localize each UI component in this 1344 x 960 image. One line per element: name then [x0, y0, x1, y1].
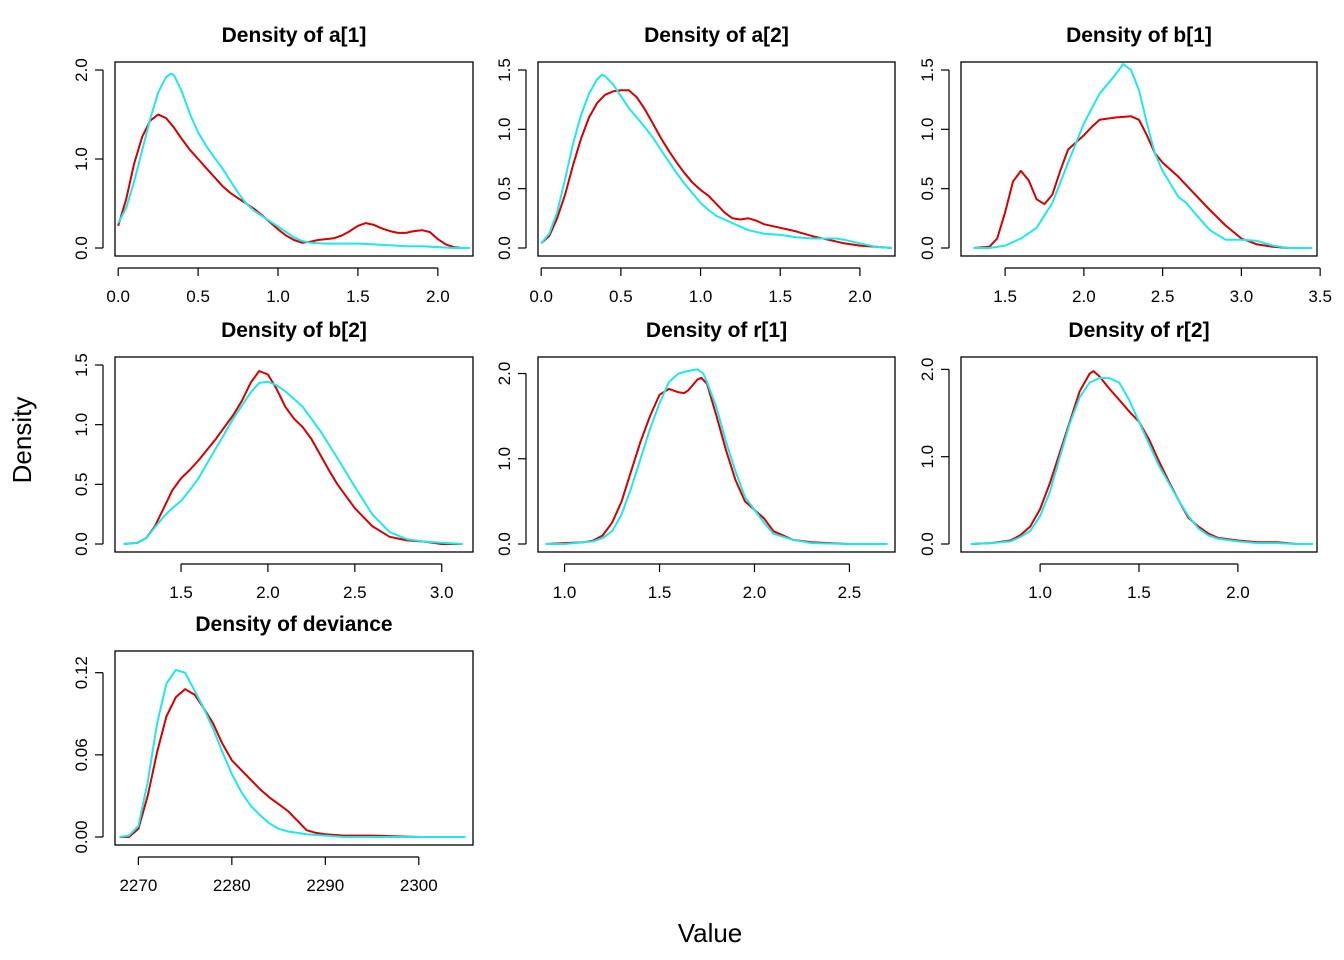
panel-title: Density of b[2]: [221, 319, 367, 342]
x-tick-label: 2270: [119, 876, 157, 895]
y-tick-label: 0.0: [72, 532, 91, 556]
y-tick-label: 1.0: [72, 413, 91, 437]
y-tick-label: 0.5: [918, 177, 937, 201]
x-tick-label: 1.0: [689, 287, 713, 306]
x-tick-label: 2.0: [743, 583, 767, 602]
x-tick-label: 1.5: [993, 287, 1017, 306]
x-tick-label: 2.0: [426, 287, 450, 306]
panel-4: Density of b[2] 1.5 2.0 2.5 3.0 0.0 0.5 1.0 1.5: [72, 319, 474, 602]
panel-title: Density of b[1]: [1066, 24, 1212, 47]
plot-frame: [960, 356, 1318, 553]
y-tick-label: 2.0: [72, 58, 91, 82]
x-tick-label: 2.5: [343, 583, 367, 602]
density-line-cyan: [123, 380, 463, 545]
y-tick-label: 1.0: [495, 447, 514, 471]
panel-3: Density of b[1] 1.5 2.0 2.5 3.0 3.5 0.0 0.5 1.0 1…: [918, 24, 1332, 306]
y-tick-label: 0.06: [72, 738, 91, 771]
y-tick-label: 0.00: [72, 820, 91, 853]
y-tick-label: 1.0: [918, 445, 937, 469]
panel-7: Density of deviance 2270 2280 2290 2300 0.00 0…: [72, 613, 474, 895]
plot-frame: [537, 61, 896, 257]
x-tick-label: 1.0: [1028, 583, 1052, 602]
x-tick-label: 2.5: [1151, 287, 1175, 306]
density-line-red: [540, 89, 892, 249]
x-tick-label: 2.0: [1226, 583, 1250, 602]
panel-title: Density of deviance: [195, 613, 392, 636]
x-tick-label: 1.0: [553, 583, 577, 602]
y-tick-label: 0.0: [495, 532, 514, 556]
panel-2: Density of a[2] 0.0 0.5 1.0 1.5 2.0 0.0 0.5 1.0 1…: [495, 24, 896, 306]
y-axis-label: Density: [7, 397, 37, 484]
y-tick-label: 0.0: [495, 236, 514, 260]
x-tick-label: 2280: [213, 876, 251, 895]
y-tick-label: 0.0: [918, 236, 937, 260]
density-line-red: [117, 113, 470, 249]
panel-title: Density of r[2]: [1068, 319, 1209, 342]
x-tick-label: 2.0: [848, 287, 872, 306]
x-tick-label: 2290: [306, 876, 344, 895]
density-line-cyan: [119, 669, 466, 838]
panel-5: Density of r[1] 1.0 1.5 2.0 2.5 0.0 1.0 2.0: [495, 319, 896, 602]
density-line-red: [545, 376, 888, 545]
y-tick-label: 1.5: [918, 58, 937, 82]
panel-1: Density of a[1] 0.0 0.5 1.0 1.5 2.0 0.0 1.0 2.0: [72, 24, 474, 306]
y-tick-label: 1.0: [72, 147, 91, 171]
y-tick-label: 0.0: [72, 236, 91, 260]
x-tick-label: 1.5: [1127, 583, 1151, 602]
x-tick-label: 1.5: [768, 287, 792, 306]
density-line-red: [970, 370, 1313, 545]
density-line-red: [973, 115, 1289, 249]
plot-frame: [114, 61, 474, 257]
x-tick-label: 2.0: [1072, 287, 1096, 306]
y-tick-label: 1.5: [72, 353, 91, 377]
y-tick-label: 1.0: [495, 118, 514, 142]
density-line-cyan: [970, 377, 1313, 545]
plot-frame: [114, 356, 474, 553]
x-tick-label: 1.0: [266, 287, 290, 306]
density-line-cyan: [117, 72, 470, 249]
panel-title: Density of a[2]: [644, 24, 789, 47]
density-line-red: [119, 688, 466, 838]
y-tick-label: 1.0: [918, 118, 937, 142]
x-tick-label: 2.0: [256, 583, 280, 602]
x-tick-label: 1.5: [169, 583, 193, 602]
x-tick-label: 2300: [400, 876, 438, 895]
density-line-cyan: [540, 73, 892, 249]
y-tick-label: 0.5: [495, 177, 514, 201]
x-tick-label: 2.5: [838, 583, 862, 602]
y-tick-label: 0.12: [72, 656, 91, 689]
y-tick-label: 2.0: [918, 358, 937, 382]
plot-frame: [537, 356, 896, 553]
x-tick-label: 1.5: [648, 583, 672, 602]
x-tick-label: 3.5: [1308, 287, 1332, 306]
x-tick-label: 3.0: [430, 583, 454, 602]
density-line-cyan: [545, 368, 888, 545]
panel-6: Density of r[2] 1.0 1.5 2.0 0.0 1.0 2.0: [918, 319, 1318, 602]
panel-title: Density of r[1]: [646, 319, 787, 342]
x-tick-label: 3.0: [1230, 287, 1254, 306]
panels-group: Density of a[1]0.0 0.5 1.0 1.5 2.00.01.02.0D…: [72, 24, 1332, 895]
x-tick-label: 0.0: [529, 287, 553, 306]
x-tick-label: 1.5: [346, 287, 370, 306]
x-tick-label: 0.5: [186, 287, 210, 306]
y-tick-label: 0.0: [918, 532, 937, 556]
x-axis-label: Value: [678, 918, 743, 948]
plot-frame: [960, 61, 1318, 257]
y-tick-label: 1.5: [495, 58, 514, 82]
density-line-cyan: [973, 63, 1313, 249]
panel-title: Density of a[1]: [222, 24, 367, 47]
density-line-red: [123, 370, 463, 545]
y-tick-label: 0.5: [72, 473, 91, 497]
plot-frame: [114, 650, 474, 846]
y-tick-label: 2.0: [495, 362, 514, 386]
x-tick-label: 0.0: [106, 287, 130, 306]
x-tick-label: 0.5: [609, 287, 633, 306]
